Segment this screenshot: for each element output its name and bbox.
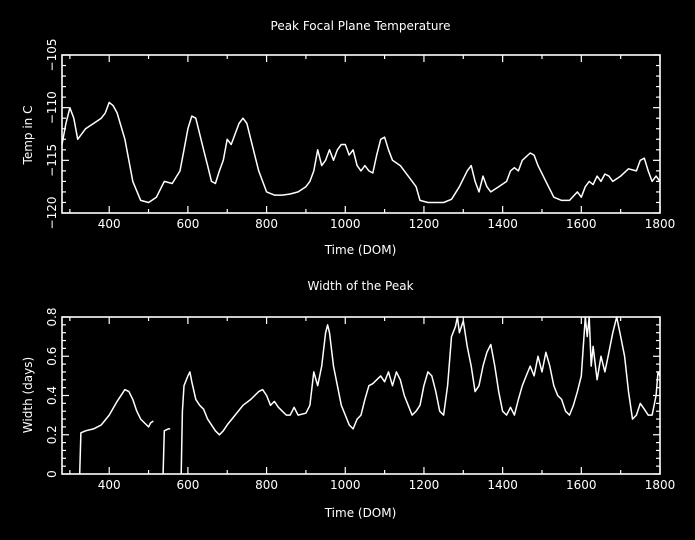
x-tick-label: 400 [98,217,121,231]
temperature-plot-frame [61,54,661,214]
x-tick-label: 400 [98,478,121,492]
x-tick-label: 1000 [330,217,361,231]
width-series-line [162,428,171,475]
temperature-y-axis-label: Temp in C [21,106,35,166]
y-tick-label: −105 [45,39,59,72]
x-tick-label: 800 [255,478,278,492]
width-series-line [78,388,154,475]
x-tick-label: 1400 [487,478,518,492]
temperature-tick-labels: 400 600 800 1000 1200 1400 1600 1800 −120 −115 −11… [45,39,675,231]
y-tick-label: −110 [45,91,59,124]
y-tick-label: −115 [45,144,59,177]
x-tick-label: 1600 [566,478,597,492]
width-series-line [180,316,661,475]
temperature-panel: Peak Focal Plane Temperature Time (DOM) … [21,19,675,257]
temperature-series-line [61,101,661,204]
x-tick-label: 1800 [645,478,676,492]
width-plot-frame [61,316,661,475]
x-tick-label: 600 [176,478,199,492]
temperature-series [61,101,661,204]
y-tick-label: 0.6 [45,347,59,366]
y-tick-label: 0.8 [45,307,59,326]
x-tick-label: 1200 [409,217,440,231]
x-tick-label: 1600 [566,217,597,231]
x-tick-label: 1000 [330,478,361,492]
width-chart-title: Width of the Peak [307,279,413,293]
width-x-axis-label: Time (DOM) [324,506,397,520]
x-tick-label: 600 [176,217,199,231]
temperature-x-axis-label: Time (DOM) [324,243,397,257]
y-tick-label: 0.4 [45,386,59,405]
y-tick-label: 0.2 [45,425,59,444]
temperature-chart-title: Peak Focal Plane Temperature [271,19,451,33]
width-tick-labels: 400 600 800 1000 1200 1400 1600 1800 0 0.2 0.4 0.6 0… [45,307,675,492]
width-panel: Width of the Peak Time (DOM) Width (days… [21,279,675,520]
width-y-axis-label: Width (days) [21,357,35,433]
width-series [78,316,661,475]
y-tick-label: −120 [45,197,59,230]
x-tick-label: 800 [255,217,278,231]
x-tick-label: 1800 [645,217,676,231]
y-tick-label: 0 [45,470,59,478]
x-tick-label: 1400 [487,217,518,231]
x-tick-label: 1200 [409,478,440,492]
